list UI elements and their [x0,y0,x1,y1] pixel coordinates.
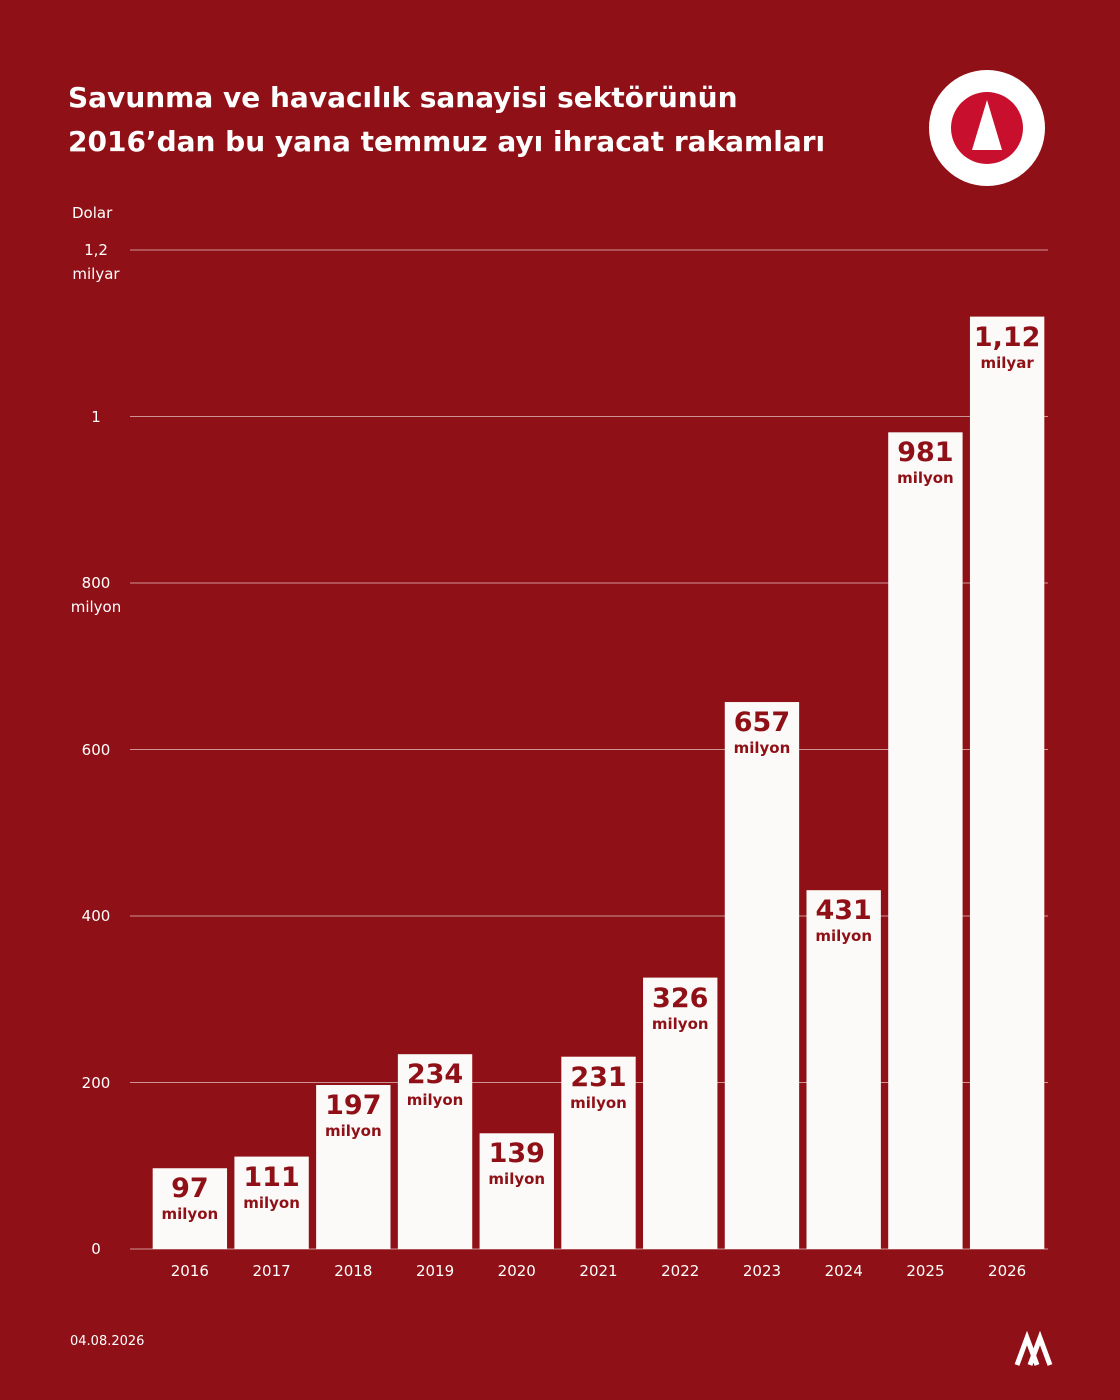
date: 04.08.2026 [70,1334,145,1349]
x-tick-label: 2022 [661,1262,700,1280]
y-tick-label: 1 [91,407,101,426]
bar [724,702,800,1249]
x-tick-label: 2016 [170,1262,209,1280]
aa-logo [1014,1330,1053,1366]
x-tick-label: 2024 [824,1262,863,1280]
value-label: 97 milyon [161,1173,219,1224]
chart-title: Savunma ve havacılık sanayisi sektörünün… [68,81,826,158]
y-tick-label: 600 [81,740,111,759]
y-tick-label: 0 [91,1240,101,1258]
x-tick-label: 2020 [497,1262,536,1280]
y-axis-label: Dolar [72,204,113,222]
bar [234,1156,309,1249]
value-label: 657 milyon [733,707,791,758]
x-tick-label: 2026 [988,1262,1027,1280]
y-tick-label: 400 [81,907,111,925]
x-tick-label: 2021 [579,1262,618,1280]
x-tick-label: 2025 [906,1262,945,1280]
value-label: 981 milyon [897,437,954,488]
y-tick-label: 200 [81,1073,111,1092]
x-tick-label: 2018 [334,1262,373,1280]
y-tick-label: 1,2 milyar [72,241,120,283]
value-label: 431 milyon [815,895,873,946]
x-tick-label: 2023 [742,1262,782,1280]
bar [316,1084,391,1249]
bar [397,1054,473,1249]
x-tick-label: 2017 [252,1262,291,1280]
value-label: 1,12 milyar [973,321,1041,372]
bar [479,1133,554,1249]
value-label: 111 milyon [243,1161,300,1212]
y-tick-label: 800 milyon [70,574,122,616]
bar [888,432,963,1249]
ssb-logo [929,70,1045,186]
logo-mark [972,100,1002,150]
value-label: 231 milyon [570,1061,627,1112]
bar [969,316,1045,1250]
value-label: 234 milyon [406,1059,464,1110]
x-tick-label: 2019 [415,1262,455,1280]
aa-mark [1014,1330,1053,1366]
bar [643,977,718,1249]
value-label: 326 milyon [651,982,709,1033]
value-label: 197 milyon [324,1089,382,1140]
bar [806,890,881,1249]
bar [561,1056,636,1249]
bar [152,1168,228,1249]
value-label: 139 milyon [488,1138,546,1189]
